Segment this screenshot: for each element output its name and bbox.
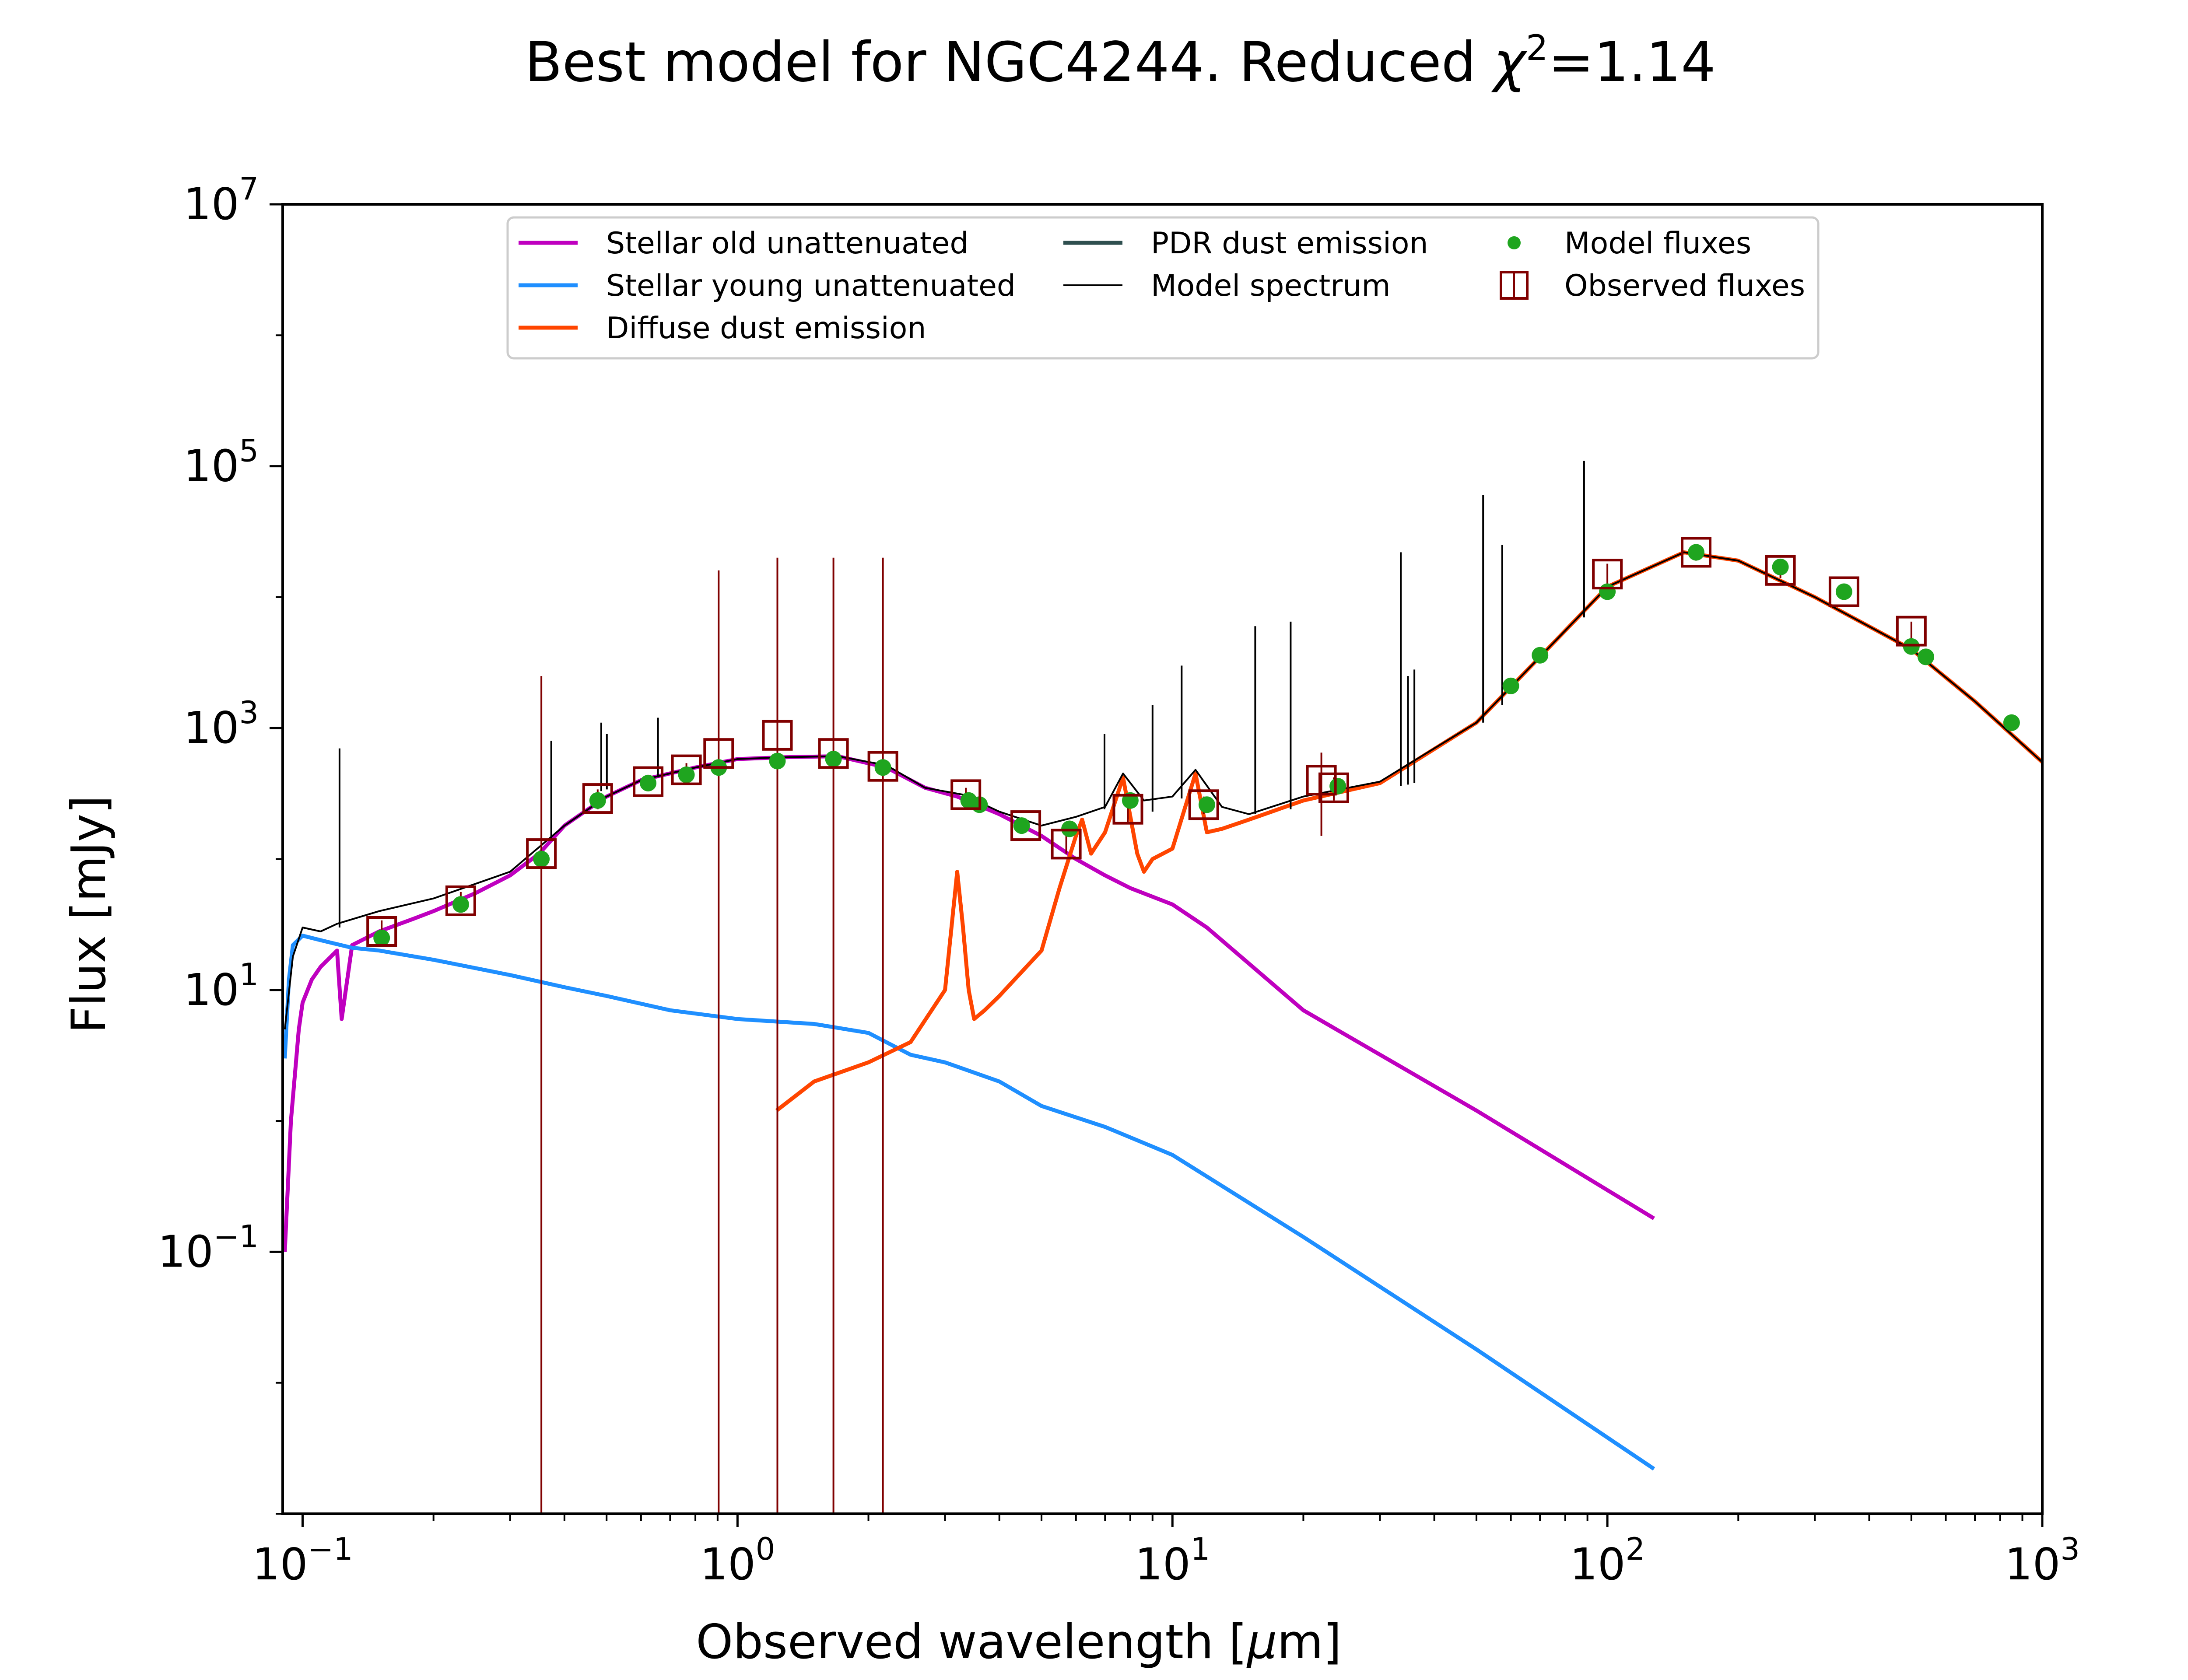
observed-flux-point: [1051, 829, 1082, 860]
y-tick-label: 101: [183, 957, 259, 1015]
observed-flux-point: [1318, 772, 1349, 803]
y-tick-label: 103: [183, 695, 259, 753]
observed-flux-point: [867, 751, 898, 782]
observed-flux-point: [366, 916, 397, 947]
chart-title: Best model for NGC4244. Reduced χ2=1.14: [525, 28, 1716, 94]
observed-flux-point: [1010, 810, 1041, 841]
observed-flux-point: [526, 838, 557, 869]
x-tick-label: 103: [2005, 1531, 2080, 1590]
legend-handle-model-fluxes: [1508, 236, 1521, 249]
model-flux-point: [1599, 583, 1616, 600]
x-tick-label: 101: [1135, 1531, 1210, 1590]
observed-flux-point: [633, 766, 664, 797]
model-flux-point: [1532, 647, 1549, 664]
observed-flux-point: [1828, 576, 1859, 607]
model-flux-point: [452, 896, 469, 913]
model-flux-point: [1198, 796, 1215, 813]
legend-label: Observed fluxes: [1564, 269, 1805, 303]
model-flux-point: [589, 792, 606, 809]
observed-flux-point: [1112, 794, 1143, 825]
legend-label: Diffuse dust emission: [606, 311, 926, 346]
observed-flux-point: [703, 738, 734, 769]
y-axis-label: Flux [mJy]: [62, 795, 116, 1033]
legend-frame: [506, 216, 1820, 360]
observed-flux-point: [445, 885, 476, 916]
observed-flux-point: [762, 720, 793, 751]
legend-label: Model spectrum: [1151, 269, 1391, 303]
observed-flux-point: [1681, 537, 1711, 568]
legend: Stellar old unattenuated Stellar young un…: [506, 216, 1820, 360]
marker-layer: [366, 537, 2020, 1514]
model-flux-point: [769, 752, 786, 770]
model-flux-point: [1688, 544, 1704, 561]
observed-flux-point: [1765, 555, 1796, 586]
model-flux-point: [1903, 638, 1920, 655]
model-flux-point: [2003, 714, 2020, 731]
model-flux-point: [874, 759, 891, 776]
observed-flux-point: [950, 779, 982, 810]
x-tick-label: 10−1: [252, 1531, 353, 1590]
y-tick-label: 105: [183, 433, 259, 492]
observed-flux-point: [1188, 789, 1219, 820]
observed-flux-point: [818, 738, 849, 769]
observed-flux-point: [671, 754, 702, 785]
legend-label: Model fluxes: [1564, 226, 1751, 261]
model-flux-point: [678, 766, 695, 783]
model-flux-point: [1835, 583, 1852, 600]
model-flux-point: [1918, 648, 1934, 665]
model-flux-point: [825, 751, 842, 767]
model-flux-point: [373, 929, 390, 946]
observed-flux-point: [582, 783, 613, 814]
model-flux-point: [1013, 817, 1030, 834]
observed-flux-point: [1306, 765, 1337, 796]
model-flux-point: [1329, 778, 1346, 794]
model-flux-point: [533, 850, 550, 868]
observed-flux-point: [1592, 559, 1623, 590]
legend-label: PDR dust emission: [1151, 226, 1428, 261]
x-tick-label: 102: [1570, 1531, 1645, 1590]
legend-label: Stellar old unattenuated: [606, 226, 969, 261]
y-tick-label: 107: [183, 171, 259, 230]
model-flux-point: [640, 775, 657, 791]
x-axis-label: Observed wavelength [μm]: [696, 1615, 1342, 1670]
series-line-stellar-young-unattenuated: [283, 934, 1655, 1471]
model-flux-point: [1772, 558, 1789, 575]
observed-flux-point: [1896, 616, 1927, 647]
tick-layer: 10−1 100 101 102 103 10−1 101 103 105 107: [158, 171, 2080, 1590]
x-tick-label: 100: [700, 1531, 775, 1590]
legend-label: Stellar young unattenuated: [606, 269, 1016, 303]
model-flux-point: [1502, 677, 1519, 694]
y-tick-label: 10−1: [158, 1218, 259, 1277]
